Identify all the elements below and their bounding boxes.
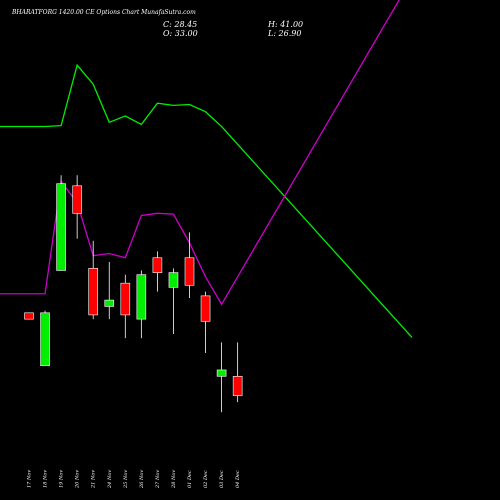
candle-04-dec (232, 342, 243, 403)
x-tick-label: 18 Nov (43, 470, 49, 488)
x-tick-label: 26 Nov (139, 470, 145, 489)
candle-20-nov (72, 175, 82, 239)
x-tick-label: 03 Dec (219, 470, 225, 488)
x-tick-label: 17 Nov (27, 470, 33, 488)
candle-body (200, 295, 211, 322)
candle-27-nov (152, 251, 163, 292)
x-tick-label: 27 Nov (155, 470, 161, 489)
candle-body (104, 299, 115, 307)
x-tick-label: 04 Dec (235, 470, 241, 488)
candle-24-nov (104, 262, 115, 320)
candle-25-nov (120, 274, 131, 339)
candle-body (88, 268, 98, 316)
candle-body (168, 272, 179, 288)
indicator-line-1 (0, 63, 413, 338)
x-tick-label: 24 Nov (107, 470, 113, 489)
candle-17-nov (24, 312, 34, 320)
candle-03-dec (216, 342, 227, 413)
candle-body (232, 375, 243, 396)
candle-body (56, 183, 66, 271)
candle-body (152, 257, 163, 273)
x-tick-label: 20 Nov (75, 470, 81, 489)
candle-28-nov (168, 268, 179, 334)
high-value: H: 41.00 (268, 20, 304, 29)
open-value: O: 33.00 (163, 29, 198, 38)
x-tick-label: 01 Dec (187, 470, 193, 488)
x-tick-label: 25 Nov (123, 470, 129, 489)
chart-title: BHARATFORG 1420.00 CE Options Chart Muna… (12, 9, 196, 16)
candle-19-nov (56, 175, 66, 271)
candle-21-nov (88, 240, 98, 320)
candle-body (120, 282, 131, 316)
candle-body (216, 369, 227, 377)
x-tick-label: 02 Dec (203, 470, 209, 488)
candle-02-dec (200, 291, 211, 354)
x-tick-label: 28 Nov (171, 470, 177, 489)
candle-body (24, 312, 34, 320)
close-value: C: 28.45 (163, 20, 198, 29)
candle-body (136, 274, 147, 320)
x-tick-label: 21 Nov (91, 470, 97, 489)
candle-body (184, 257, 195, 286)
candle-body (72, 185, 82, 214)
candle-26-nov (136, 270, 147, 339)
low-value: L: 26.90 (268, 29, 302, 38)
candle-18-nov (40, 310, 50, 367)
candle-body (40, 312, 50, 367)
candle-01-dec (184, 232, 195, 298)
indicator-line-2 (0, 0, 400, 306)
x-tick-label: 19 Nov (59, 470, 65, 488)
